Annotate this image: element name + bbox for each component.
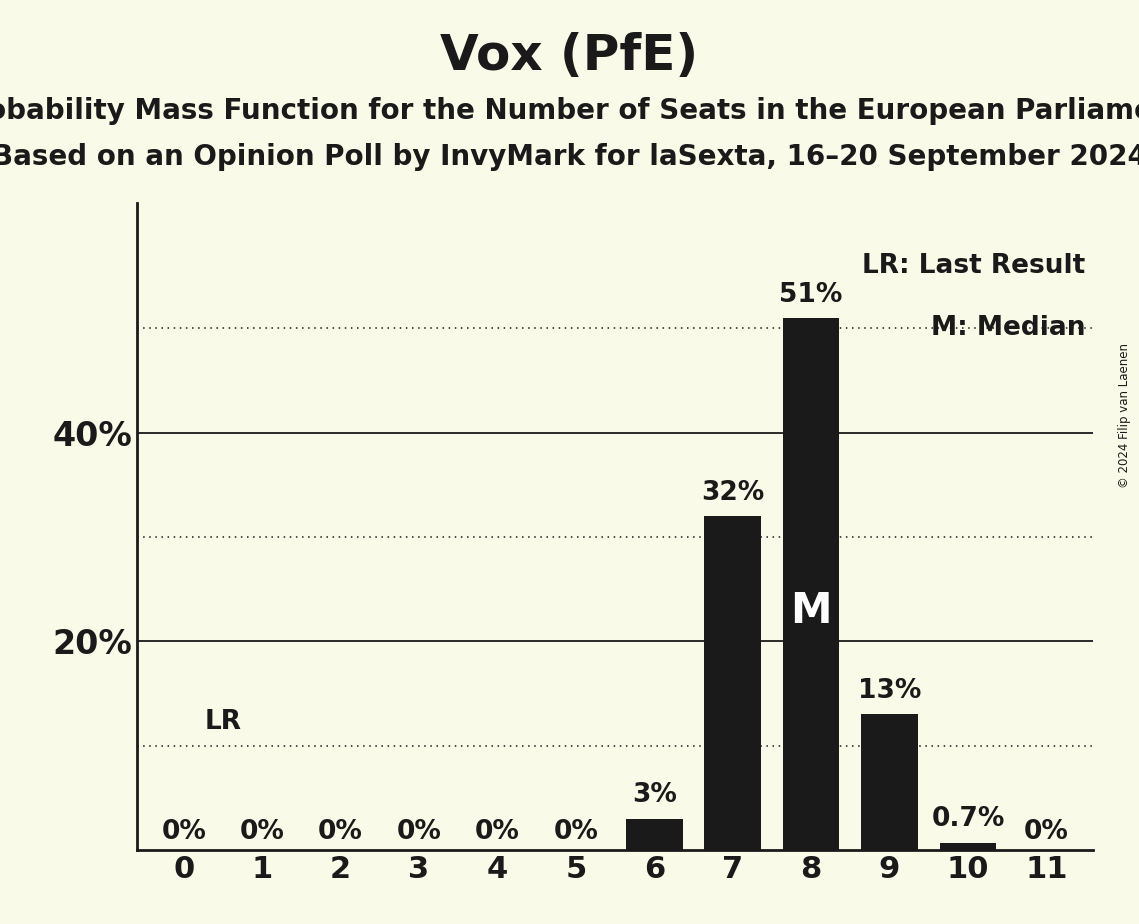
Text: 0%: 0% xyxy=(554,819,598,845)
Text: 13%: 13% xyxy=(858,678,921,704)
Text: M: M xyxy=(790,590,831,632)
Text: 0.7%: 0.7% xyxy=(932,807,1005,833)
Text: LR: LR xyxy=(204,710,241,736)
Bar xyxy=(782,318,839,850)
Bar xyxy=(704,517,761,850)
Text: 0%: 0% xyxy=(396,819,442,845)
Text: 0%: 0% xyxy=(162,819,206,845)
Text: Probability Mass Function for the Number of Seats in the European Parliament: Probability Mass Function for the Number… xyxy=(0,97,1139,125)
Text: LR: Last Result: LR: Last Result xyxy=(862,253,1085,279)
Text: M: Median: M: Median xyxy=(931,315,1085,342)
Text: © 2024 Filip van Laenen: © 2024 Filip van Laenen xyxy=(1118,344,1131,488)
Text: 0%: 0% xyxy=(475,819,519,845)
Text: 0%: 0% xyxy=(318,819,363,845)
Text: Based on an Opinion Poll by InvyMark for laSexta, 16–20 September 2024: Based on an Opinion Poll by InvyMark for… xyxy=(0,143,1139,171)
Text: Vox (PfE): Vox (PfE) xyxy=(441,32,698,80)
Text: 32%: 32% xyxy=(702,480,764,505)
Text: 0%: 0% xyxy=(239,819,285,845)
Text: 51%: 51% xyxy=(779,282,843,308)
Bar xyxy=(861,714,918,850)
Text: 0%: 0% xyxy=(1024,819,1068,845)
Bar xyxy=(940,843,997,850)
Bar xyxy=(626,819,682,850)
Text: 3%: 3% xyxy=(632,783,677,808)
